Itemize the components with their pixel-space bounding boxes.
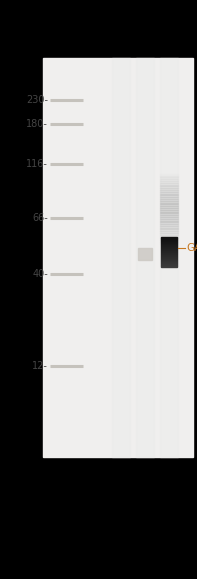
Text: 12-: 12- <box>32 361 48 371</box>
Bar <box>160 58 178 457</box>
Bar <box>160 177 178 179</box>
Bar <box>136 58 154 457</box>
Bar <box>161 262 177 263</box>
Text: 116-: 116- <box>26 159 48 168</box>
Bar <box>160 244 178 245</box>
Bar <box>160 208 178 210</box>
Bar <box>160 226 178 228</box>
Bar <box>161 250 177 251</box>
Text: 180-: 180- <box>26 119 48 129</box>
Bar <box>160 221 178 222</box>
Bar <box>160 199 178 201</box>
Bar <box>161 245 177 247</box>
Bar <box>160 242 178 244</box>
Bar <box>161 258 177 259</box>
Bar <box>161 247 177 248</box>
Bar <box>160 235 178 237</box>
Bar <box>160 237 178 239</box>
Bar <box>161 252 177 254</box>
Bar <box>160 204 178 206</box>
Bar <box>138 248 152 259</box>
Bar <box>160 213 178 215</box>
Bar <box>161 241 177 243</box>
Bar <box>161 251 177 252</box>
Bar <box>160 217 178 219</box>
Bar <box>160 195 178 197</box>
Bar <box>161 248 177 250</box>
Bar <box>160 197 178 199</box>
Bar <box>160 229 178 231</box>
Bar <box>160 192 178 193</box>
Bar <box>160 203 178 204</box>
Bar <box>160 183 178 185</box>
Bar <box>161 263 177 265</box>
Bar <box>160 174 178 175</box>
Bar <box>160 206 178 208</box>
Bar <box>161 259 177 261</box>
Bar <box>160 193 178 195</box>
Bar <box>160 222 178 224</box>
Text: 40-: 40- <box>33 269 48 278</box>
Bar <box>161 239 177 240</box>
Bar <box>160 231 178 233</box>
Bar <box>160 179 178 181</box>
Bar <box>161 265 177 266</box>
Bar <box>161 254 177 255</box>
Bar <box>160 233 178 235</box>
Bar <box>161 256 177 258</box>
Bar <box>160 185 178 186</box>
Text: 66-: 66- <box>33 212 48 223</box>
Bar <box>160 201 178 203</box>
Bar <box>160 239 178 240</box>
Bar <box>161 244 177 245</box>
Bar <box>160 188 178 190</box>
Text: GATA1: GATA1 <box>186 243 197 252</box>
Bar <box>161 266 177 267</box>
Bar <box>160 240 178 242</box>
Bar <box>160 210 178 211</box>
Bar <box>161 255 177 256</box>
Bar <box>160 215 178 217</box>
Bar <box>161 261 177 262</box>
Bar <box>43 58 193 457</box>
Bar <box>160 228 178 229</box>
Bar <box>160 224 178 226</box>
Bar <box>160 219 178 221</box>
Bar <box>161 238 177 239</box>
Text: 230-: 230- <box>26 95 48 105</box>
Bar <box>160 175 178 177</box>
Bar <box>160 186 178 188</box>
Bar <box>160 181 178 183</box>
Bar <box>160 211 178 213</box>
Bar <box>112 58 130 457</box>
Bar <box>161 240 177 241</box>
Bar <box>160 190 178 192</box>
Bar <box>161 243 177 244</box>
